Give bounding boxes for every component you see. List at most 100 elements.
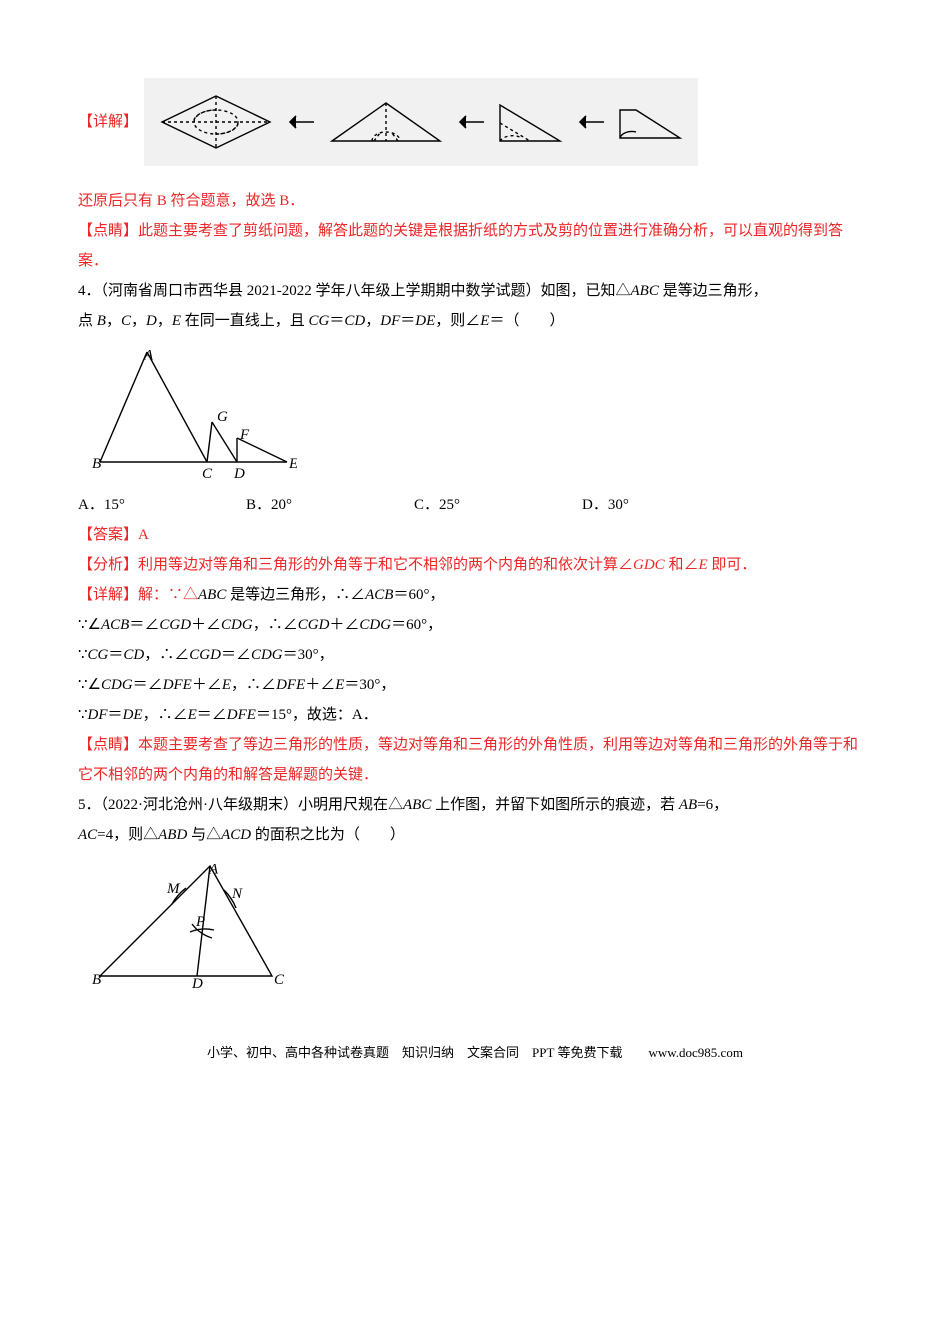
q4d5i: ＝15°，故选：A． [256,707,378,723]
fold-stage3-icon [326,97,446,147]
xiangjie-label: 【详解】 [78,107,138,137]
q4-figure: A B C D E F G [92,344,872,484]
q5-l2f: 的面积之比为（ ） [251,827,405,843]
q4d4f: E [222,677,231,693]
q4-source-suffix: 是等边三角形， [659,283,768,299]
q4-det-l3: ∵CG＝CD，∴∠CGD＝∠CDG＝30°， [78,640,872,670]
q4d4c: ＝∠ [133,677,163,693]
q5-l2a: AC [78,827,97,843]
q4-fenxi-e: E [698,557,707,573]
q4-option-d: D．30° [582,490,629,520]
q4-l2end: ＝（ ） [489,313,564,329]
q5-line1: 5．（2022·河北沧州·八年级期末）小明用尺规在△ABC 上作图，并留下如图所… [78,790,872,820]
q4-line1: 4．（河南省周口市西华县 2021-2022 学年八年级上学期期中数学试题）如图… [78,276,872,306]
q5-source: （2022·河北沧州·八年级期末）小明用尺规在△ [101,797,404,813]
q4-dianjing2: 【点睛】本题主要考查了等边三角形的性质，等边对等角和三角形的外角性质，利用等边对… [78,730,872,790]
q4d5b: DF [88,707,108,723]
q4-fenxi-mid: 和∠ [665,557,699,573]
label2-D: D [191,976,203,988]
q4d2j: CDG [359,617,391,633]
q4-abc: ABC [631,283,659,299]
q4-l2a: 点 [78,313,97,329]
q4d2k: ＝60°， [391,617,442,633]
q4-fenxi-end: 即可． [708,557,757,573]
label2-N: N [231,886,243,902]
q5-abc: ABC [403,797,431,813]
label2-C: C [274,972,285,988]
q4d3c: ＝ [108,647,123,663]
label2-A: A [208,862,219,878]
q4d2b: ACB [101,617,129,633]
q4d1c: 是等边三角形，∴∠ [226,587,365,603]
q4d1d: ACB [365,587,393,603]
triangle-abcgf-icon: A B C D E F G [92,344,297,484]
q4d5c: ＝ [108,707,123,723]
q4-source-prefix: （河南省周口市西华县 2021-2022 学年八年级上学期期中数学试题）如图，已… [101,283,631,299]
q4d2d: CGD [159,617,191,633]
q4-then: ，则∠ [435,313,480,329]
q4d5g: ＝∠ [197,707,227,723]
q4-fenxi: 【分析】利用等边对等角和三角形的外角等于和它不相邻的两个内角的和依次计算∠GDC… [78,550,872,580]
label-D: D [233,466,245,482]
label2-B: B [92,972,101,988]
q4d3g: ＝∠ [221,647,251,663]
label2-P: P [195,914,205,930]
q4d2e: ＋∠ [191,617,221,633]
q4-fenxi-a: 【分析】利用等边对等角和三角形的外角等于和它不相邻的两个内角的和依次计算∠ [78,557,633,573]
q4d4k: ＝30°， [344,677,395,693]
q4d4h: DFE [276,677,305,693]
q4d3d: CD [123,647,144,663]
q5-figure: A B C D M N P [92,858,872,988]
q4d3h: CDG [251,647,283,663]
label-E: E [288,456,297,472]
arrow-left-icon [456,112,486,132]
q4-l2d: C [121,313,131,329]
q4-df: DF [380,313,400,329]
q4d4i: ＋∠ [305,677,335,693]
q4-l2i: 在同一直线上，且 [181,313,309,329]
q4-eq1: ＝ [329,313,344,329]
label-F: F [239,427,250,443]
q4-options: A．15° B．20° C．25° D．30° [78,490,872,520]
q5-ab: AB [679,797,697,813]
q4-l2e: ， [131,313,146,329]
q4d3i: ＝30°， [283,647,334,663]
q4-option-c: C．25° [414,490,582,520]
q4d2h: CGD [298,617,330,633]
fold-stage4-icon [156,90,276,154]
label-B: B [92,456,101,472]
label2-M: M [166,881,181,897]
fold-stage2-icon [496,99,566,145]
q4-l2b: B [97,313,106,329]
q4d2g: ，∴∠ [253,617,298,633]
q4-number: 4． [78,283,101,299]
q4d2i: ＋∠ [329,617,359,633]
q4d5e: ，∴∠ [143,707,188,723]
q5-l2c: ABD [158,827,187,843]
q4d4g: ，∴∠ [231,677,276,693]
q5-l2d: 与△ [187,827,221,843]
q4d2c: ＝∠ [129,617,159,633]
restore-text: 还原后只有 B 符合题意，故选 B． [78,186,872,216]
q4d4e: ＋∠ [192,677,222,693]
dianjing1-text: 【点睛】此题主要考查了剪纸问题，解答此题的关键是根据折纸的方式及剪的位置进行准确… [78,216,872,276]
q4-de: DE [415,313,435,329]
q4d5a: ∵ [78,707,88,723]
q4-l2c: ， [106,313,121,329]
q5-number: 5． [78,797,101,813]
fold-stage1-icon [616,102,686,142]
q4-line2: 点 B，C，D，E 在同一直线上，且 CG＝CD，DF＝DE，则∠E＝（ ） [78,306,872,336]
q4d5d: DE [123,707,143,723]
q4-det-l2: ∵∠ACB＝∠CGD＋∠CDG，∴∠CGD＋∠CDG＝60°， [78,610,872,640]
q4-eq2: ＝ [400,313,415,329]
q4d3f: CGD [189,647,221,663]
q4d2f: CDG [221,617,253,633]
q4d4b: CDG [101,677,133,693]
q4d1e: ＝60°， [393,587,444,603]
q4d1b: ABC [198,587,226,603]
q4d4d: DFE [163,677,192,693]
arrow-left-icon [576,112,606,132]
label-A: A [143,348,154,364]
paper-cut-figure-strip [144,78,698,166]
q4-cg: CG [309,313,330,329]
